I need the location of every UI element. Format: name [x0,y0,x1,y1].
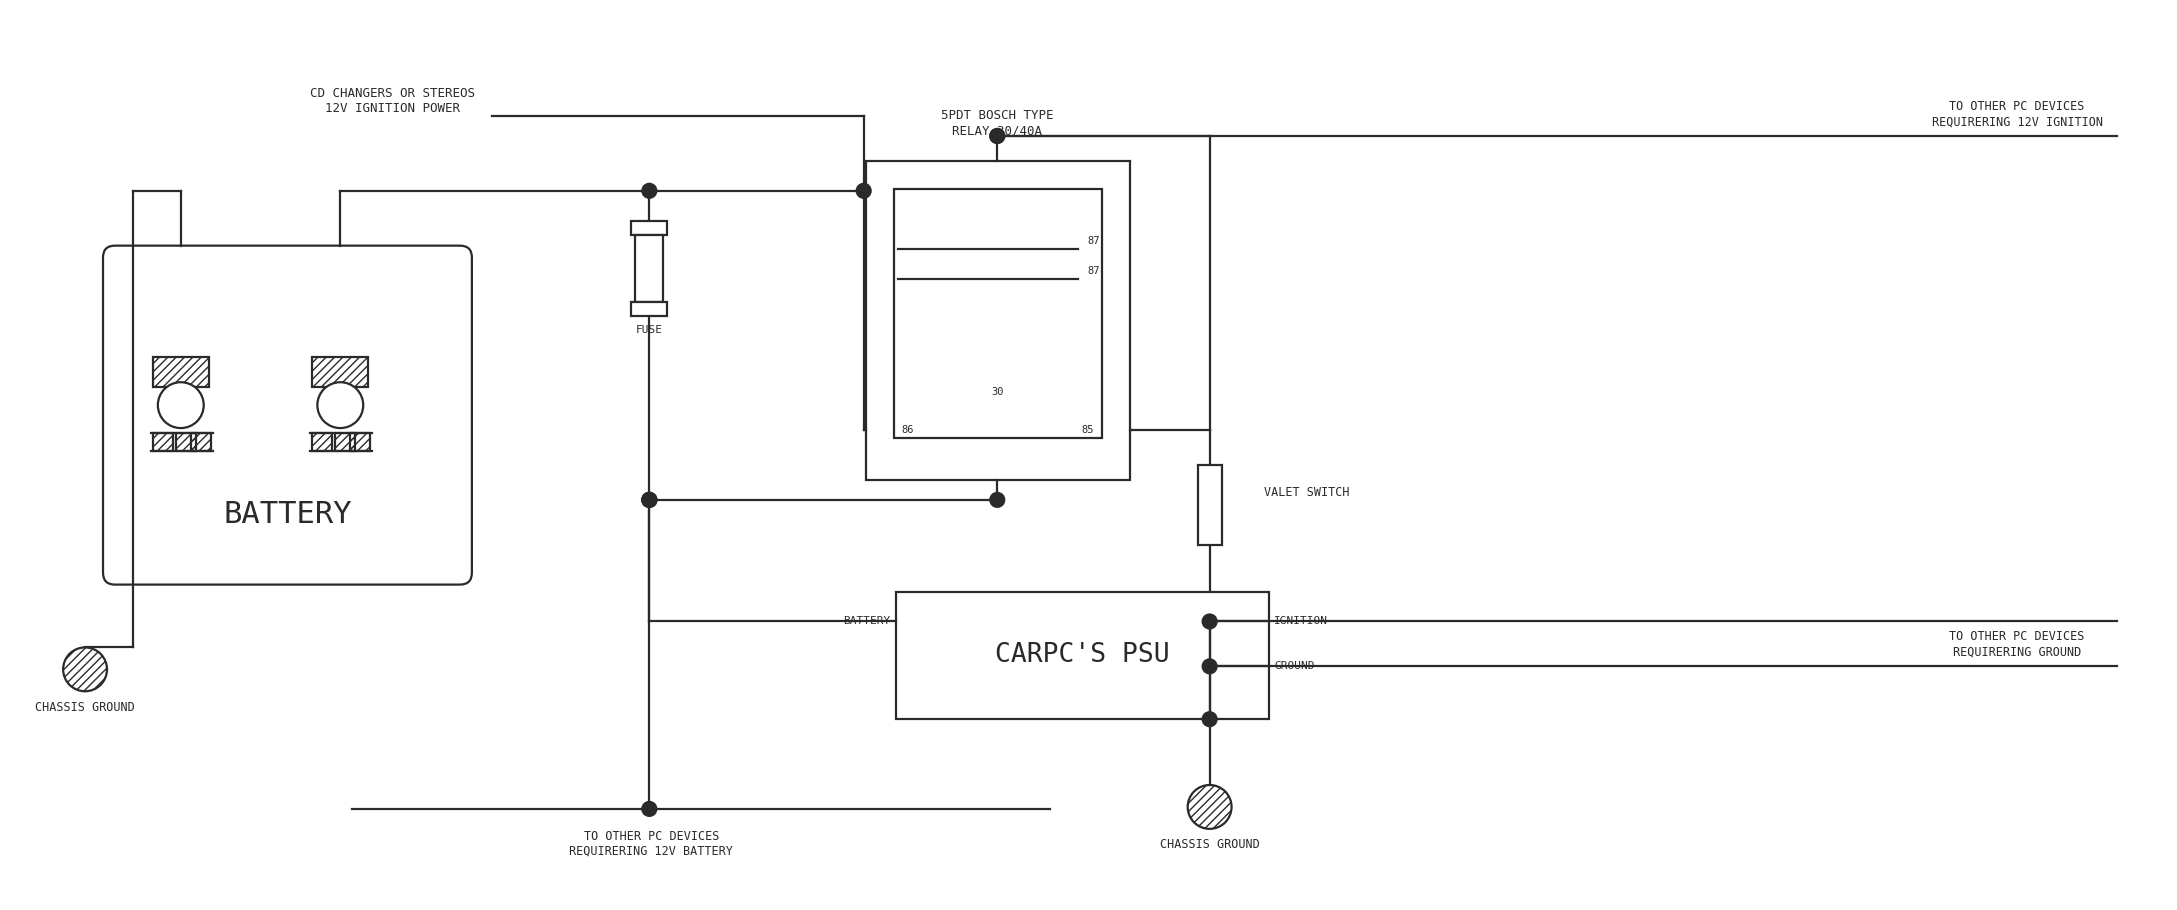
Text: TO OTHER PC DEVICES
REQUIRERING 12V IGNITION: TO OTHER PC DEVICES REQUIRERING 12V IGNI… [1931,100,2103,128]
Text: VALET SWITCH: VALET SWITCH [1265,486,1350,500]
Text: CHASSIS GROUND: CHASSIS GROUND [1160,838,1260,852]
Text: 5PDT BOSCH TYPE
RELAY 30/40A: 5PDT BOSCH TYPE RELAY 30/40A [940,109,1054,137]
Text: 86: 86 [901,425,914,435]
Bar [152,433,172,451]
Text: TO OTHER PC DEVICES
REQUIRERING 12V BATTERY: TO OTHER PC DEVICES REQUIRERING 12V BATT… [570,830,734,858]
Bar [176,433,196,451]
Text: CHASSIS GROUND: CHASSIS GROUND [35,701,135,713]
Bar [866,161,1130,480]
Bar [311,358,368,388]
Text: TO OTHER PC DEVICES
REQUIRERING GROUND: TO OTHER PC DEVICES REQUIRERING GROUND [1948,631,2086,659]
Circle shape [1202,713,1217,726]
Circle shape [991,493,1004,507]
Circle shape [642,493,655,507]
Circle shape [991,129,1004,143]
Text: 85: 85 [1082,425,1095,435]
Text: 87: 87 [1088,266,1099,276]
Text: CD CHANGERS OR STEREOS
12V IGNITION POWER: CD CHANGERS OR STEREOS 12V IGNITION POWE… [309,87,475,115]
Text: GROUND: GROUND [1274,662,1315,672]
Circle shape [642,493,655,507]
Circle shape [858,184,871,197]
Bar [631,302,668,317]
Bar [1197,465,1221,545]
Text: IGNITION: IGNITION [1274,616,1328,626]
Circle shape [1202,660,1217,673]
Circle shape [1202,614,1217,629]
Bar [893,188,1102,438]
Circle shape [642,184,655,197]
Bar [350,433,370,451]
Circle shape [642,802,655,816]
Text: FUSE: FUSE [636,326,662,336]
Text: BATTERY: BATTERY [842,616,890,626]
Text: CARPC'S PSU: CARPC'S PSU [995,642,1169,668]
Circle shape [642,493,655,507]
Bar [192,433,211,451]
Bar [631,221,668,235]
Bar [311,433,333,451]
Bar [152,358,209,388]
Circle shape [159,382,205,428]
Text: BATTERY: BATTERY [222,501,353,530]
Bar [636,235,664,302]
Circle shape [318,382,364,428]
Text: 30: 30 [991,387,1004,397]
Bar [895,592,1269,719]
Text: 87: 87 [1088,236,1099,246]
FancyBboxPatch shape [102,246,472,584]
Bar [335,433,355,451]
Circle shape [991,129,1004,143]
